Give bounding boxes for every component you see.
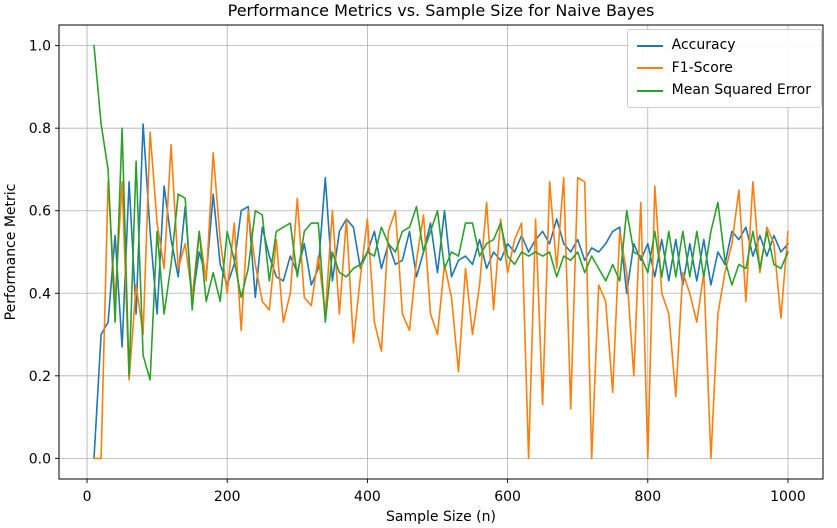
legend: Accuracy F1-Score Mean Squared Error bbox=[626, 29, 822, 108]
legend-swatch-accuracy bbox=[636, 44, 663, 47]
x-tick-label: 600 bbox=[494, 489, 521, 505]
legend-label-f1-score: F1-Score bbox=[671, 59, 733, 76]
series-line-accuracy bbox=[93, 123, 789, 460]
series-line-f1-score bbox=[93, 131, 789, 460]
x-tick-label: 0 bbox=[83, 489, 92, 505]
legend-swatch-f1-score bbox=[636, 67, 663, 70]
y-tick-label: 0.4 bbox=[29, 286, 51, 302]
y-tick-label: 0.6 bbox=[29, 204, 51, 220]
legend-item-accuracy: Accuracy bbox=[636, 37, 811, 55]
x-axis-label: Sample Size (n) bbox=[386, 509, 496, 525]
series-line-mean-squared-error bbox=[93, 44, 789, 381]
x-tick-label: 400 bbox=[354, 489, 381, 505]
x-tick-label: 200 bbox=[214, 489, 241, 505]
y-tick-label: 1.0 bbox=[29, 39, 51, 55]
y-axis-label: Performance Metric bbox=[3, 184, 19, 321]
y-tick-label: 0.8 bbox=[29, 121, 51, 137]
legend-label-mean-squared-error: Mean Squared Error bbox=[671, 82, 811, 98]
series-lines bbox=[93, 44, 789, 460]
chart-title: Performance Metrics vs. Sample Size for … bbox=[228, 1, 655, 20]
legend-item-f1-score: F1-Score bbox=[636, 59, 811, 78]
axis-ticks: 0 200 400 600 800 1000 0.0 0.2 0.4 0.6 0.8 1.0 bbox=[29, 39, 806, 505]
legend-label-accuracy: Accuracy bbox=[671, 37, 736, 53]
legend-item-mean-squared-error: Mean Squared Error bbox=[636, 82, 811, 100]
legend-swatch-mean-squared-error bbox=[636, 89, 663, 92]
y-tick-label: 0.2 bbox=[29, 369, 51, 385]
x-tick-label: 1000 bbox=[770, 489, 806, 505]
plot-border bbox=[58, 24, 824, 480]
x-tick-label: 800 bbox=[634, 489, 661, 505]
y-tick-label: 0.0 bbox=[29, 451, 51, 467]
